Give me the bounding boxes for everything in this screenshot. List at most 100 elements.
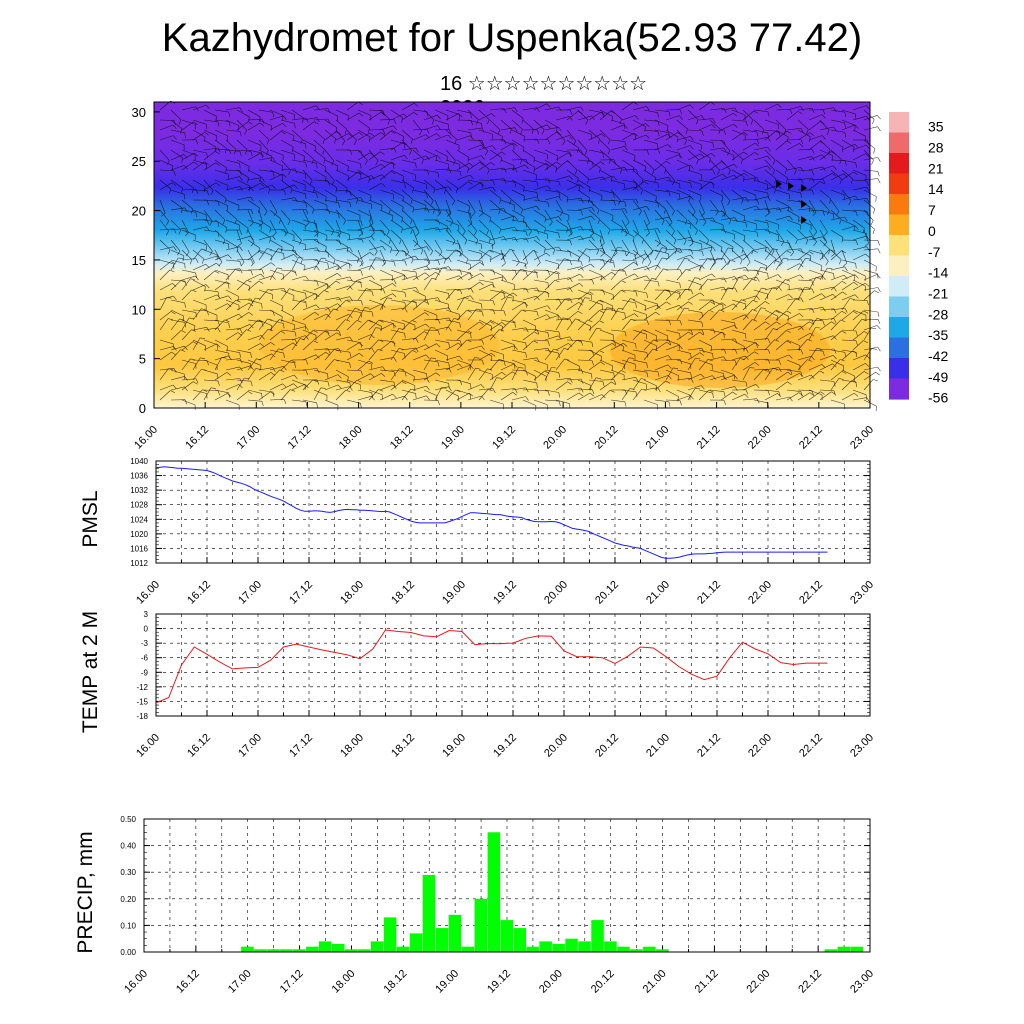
wind-barb-feather <box>433 188 436 194</box>
wind-barb <box>170 179 183 189</box>
wind-barb <box>533 359 548 365</box>
wind-barb <box>379 379 394 383</box>
wind-barb <box>434 199 442 213</box>
wind-barb <box>753 301 766 311</box>
wind-barb <box>742 299 754 311</box>
wind-barb <box>280 359 295 364</box>
wind-barb-feather <box>204 161 209 165</box>
wind-barb <box>500 320 512 331</box>
wind-barb <box>423 359 438 363</box>
wind-barb <box>456 259 471 265</box>
wind-barb-feather <box>380 151 385 155</box>
wind-barb-feather <box>475 367 481 370</box>
wind-barb <box>478 229 491 239</box>
wind-barb <box>280 179 293 189</box>
wind-barb <box>269 319 280 331</box>
wind-barb-feather <box>863 371 869 375</box>
wind-barb-feather <box>719 309 725 312</box>
wind-barb <box>566 219 573 234</box>
wind-barb-feather <box>841 371 847 375</box>
wind-barb <box>335 369 349 377</box>
wind-barb <box>203 339 218 345</box>
wind-barb-feather <box>325 351 330 356</box>
wind-barb-feather <box>195 258 199 264</box>
wind-barb-feather <box>443 258 446 264</box>
wind-barb <box>445 209 454 223</box>
precip-bar <box>370 941 384 952</box>
wind-barb <box>731 149 743 160</box>
wind-barb <box>423 125 438 131</box>
wind-barb-feather <box>415 338 419 343</box>
wind-barb <box>797 355 812 361</box>
wind-barb-feather <box>741 248 744 254</box>
wind-barb-feather <box>728 170 731 175</box>
wind-barb <box>181 209 196 213</box>
wind-barb-feather <box>775 130 781 134</box>
wind-barb <box>313 330 326 341</box>
wind-barb-feather <box>184 399 188 405</box>
wind-barb <box>258 319 272 326</box>
wind-barb <box>819 389 835 392</box>
wind-barb-feather <box>321 257 327 260</box>
wind-barb-feather <box>576 339 582 343</box>
wind-barb <box>379 229 391 240</box>
wind-barb-feather <box>849 298 855 300</box>
wind-barb-feather <box>480 144 485 149</box>
wind-barb <box>819 269 834 274</box>
wind-barb <box>731 299 746 305</box>
wind-barb <box>324 169 335 181</box>
wind-barb-feather <box>404 183 406 189</box>
wind-barb-feather <box>700 385 705 390</box>
wind-barb-feather <box>657 143 659 149</box>
wind-barb-feather <box>558 392 560 398</box>
wind-barb-feather <box>368 127 370 133</box>
wind-barb-feather <box>364 160 368 165</box>
wind-barb-feather <box>767 146 771 152</box>
wind-barb <box>588 239 599 251</box>
wind-barb-feather <box>382 129 386 135</box>
wind-barb <box>313 389 328 396</box>
wind-barb <box>390 179 405 184</box>
wind-barb <box>379 283 393 291</box>
wind-barb <box>665 389 679 397</box>
wind-barb-feather <box>216 294 221 299</box>
wind-barb <box>599 389 611 401</box>
wind-barb-feather <box>591 279 595 285</box>
wind-barb <box>863 319 879 321</box>
wind-barb-feather <box>368 360 374 364</box>
wind-barb-feather <box>217 201 220 207</box>
wind-barb <box>412 385 427 391</box>
wind-barb <box>489 399 504 405</box>
wind-barb-feather <box>492 180 495 186</box>
wind-barb <box>522 369 536 377</box>
wind-barb-feather <box>349 276 353 282</box>
x-tick-label: 17.12 <box>287 579 315 607</box>
wind-barb-feather <box>780 241 785 246</box>
wind-barb <box>764 309 778 317</box>
wind-barb-feather <box>250 262 255 267</box>
wind-barb <box>533 119 545 130</box>
wind-barb <box>379 319 394 324</box>
wind-barb <box>401 147 416 151</box>
wind-barb <box>698 179 713 184</box>
wind-barb-feather <box>375 160 379 166</box>
wind-barb <box>280 119 295 124</box>
wind-barb-feather <box>546 103 551 108</box>
wind-barb-feather <box>239 352 241 358</box>
wind-barb <box>720 174 735 181</box>
wind-barb-feather <box>646 206 650 211</box>
wind-barb <box>632 249 645 260</box>
wind-barb-feather <box>767 273 769 279</box>
wind-barb-feather <box>349 202 352 208</box>
wind-barb <box>522 331 535 341</box>
wind-barb-feather <box>558 192 561 198</box>
wind-barb <box>852 169 867 176</box>
y-tick-label: 0.00 <box>120 948 136 957</box>
wind-barb <box>434 257 449 261</box>
wind-barb <box>687 199 696 213</box>
wind-barb <box>775 189 790 195</box>
wind-barb <box>225 269 236 281</box>
wind-barb <box>313 139 325 150</box>
wind-barb <box>819 229 828 243</box>
wind-barb <box>764 219 779 225</box>
